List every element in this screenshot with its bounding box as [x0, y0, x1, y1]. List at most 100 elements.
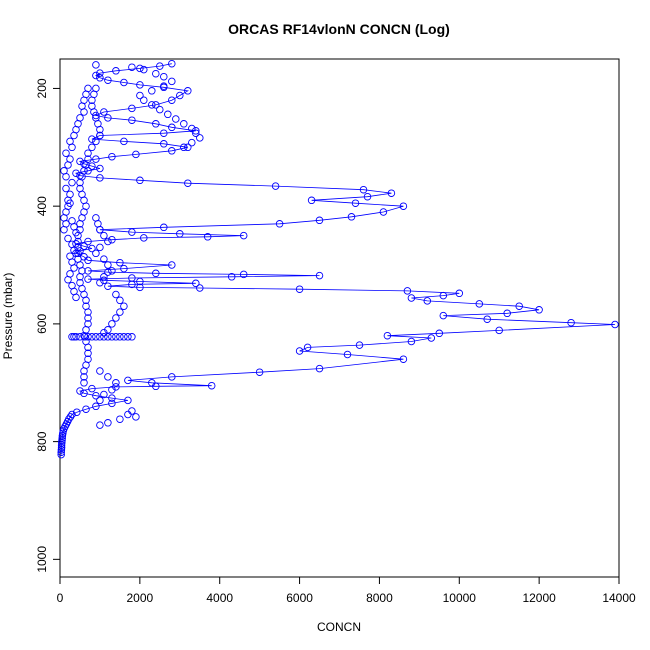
x-tick-label: 14000	[602, 591, 636, 605]
data-point	[611, 320, 619, 329]
data-point	[92, 71, 100, 80]
data-point	[303, 343, 312, 352]
data-points	[57, 59, 619, 459]
data-point	[120, 264, 128, 273]
data-point	[96, 125, 104, 134]
data-point	[483, 315, 491, 323]
data-point	[92, 402, 100, 411]
data-point	[176, 91, 184, 100]
data-point	[196, 134, 204, 142]
x-tick-label: 6000	[286, 591, 313, 605]
data-point	[160, 129, 168, 137]
data-point	[104, 419, 112, 427]
data-point	[124, 333, 132, 341]
data-point	[407, 294, 416, 302]
data-point	[160, 140, 168, 148]
data-point	[136, 91, 144, 100]
data-point	[100, 390, 108, 399]
data-point	[383, 331, 392, 340]
data-point	[363, 192, 372, 201]
data-point	[152, 120, 160, 128]
x-axis-label: CONCN	[317, 620, 361, 634]
data-point	[58, 436, 66, 445]
series-line	[60, 63, 616, 455]
data-point	[347, 213, 356, 221]
data-point	[108, 320, 116, 328]
data-point	[140, 65, 148, 74]
data-point	[100, 328, 108, 337]
data-point	[168, 147, 176, 155]
x-tick-label: 4000	[206, 591, 233, 605]
data-point	[84, 149, 92, 157]
data-point	[188, 138, 196, 147]
data-point	[84, 308, 92, 316]
data-point	[116, 296, 124, 305]
data-point	[160, 223, 168, 232]
data-point	[96, 164, 104, 173]
data-point	[82, 296, 90, 305]
data-point	[88, 333, 96, 341]
data-point	[84, 267, 92, 275]
data-point	[96, 74, 104, 82]
data-point	[80, 389, 88, 398]
data-point	[66, 413, 75, 421]
data-point	[116, 333, 124, 341]
data-point	[108, 333, 116, 341]
data-point	[84, 314, 92, 322]
data-point	[112, 379, 120, 387]
data-point	[271, 182, 280, 190]
data-point	[168, 123, 176, 132]
data-point	[503, 309, 511, 318]
data-point	[96, 367, 104, 375]
data-point	[96, 69, 104, 77]
data-point	[100, 333, 108, 341]
data-point	[76, 333, 84, 341]
data-point	[535, 306, 543, 314]
data-point	[60, 167, 68, 175]
data-point	[70, 264, 78, 272]
data-point	[96, 278, 104, 287]
data-point	[168, 96, 176, 104]
data-point	[108, 152, 116, 161]
data-point	[70, 333, 78, 341]
data-point	[136, 176, 144, 185]
data-point	[120, 137, 128, 146]
data-point	[92, 155, 100, 163]
data-point	[164, 110, 172, 119]
data-point	[92, 249, 100, 258]
data-point	[84, 333, 92, 341]
data-point	[403, 287, 412, 295]
data-point	[399, 355, 408, 363]
data-point	[104, 237, 112, 246]
data-point	[239, 270, 248, 279]
data-point	[152, 101, 160, 109]
data-point	[439, 311, 448, 320]
data-point	[192, 129, 200, 137]
data-point	[57, 448, 65, 456]
data-point	[104, 373, 112, 381]
data-point	[72, 333, 80, 341]
data-point	[92, 391, 100, 400]
data-point	[351, 199, 360, 207]
data-point	[76, 114, 84, 122]
data-point	[112, 333, 120, 341]
data-point	[343, 350, 352, 359]
data-point	[168, 373, 176, 381]
data-point	[160, 72, 168, 81]
data-point	[176, 230, 184, 238]
data-point	[132, 413, 140, 421]
data-point	[100, 108, 108, 116]
data-point	[80, 379, 88, 387]
data-point	[80, 367, 88, 375]
data-point	[180, 143, 188, 152]
data-point	[74, 237, 82, 246]
data-point	[104, 114, 112, 122]
data-point	[379, 208, 388, 216]
data-point	[120, 333, 128, 341]
data-point	[66, 137, 74, 146]
data-point	[70, 246, 78, 255]
data-point	[72, 169, 80, 177]
data-point	[112, 67, 120, 75]
data-point	[255, 368, 264, 376]
y-tick-label: 600	[35, 314, 49, 334]
